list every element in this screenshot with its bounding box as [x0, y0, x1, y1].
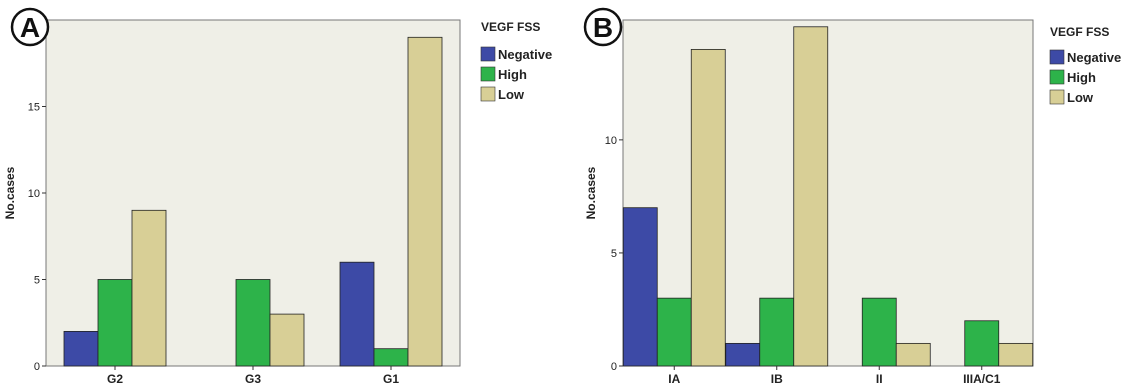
legend-label-low: Low — [1067, 90, 1094, 105]
x-tick-label: II — [876, 372, 883, 386]
y-tick-label: 15 — [28, 102, 40, 114]
x-tick-label: G3 — [245, 372, 261, 386]
legend-items: Negative High Low — [480, 46, 552, 102]
y-tick-label: 0 — [611, 361, 617, 373]
x-axis-ticks: IA IB II IIIA/C1 — [668, 366, 1001, 386]
legend-swatch-low — [480, 86, 496, 102]
x-tick-label: IIIA/C1 — [963, 372, 1001, 386]
legend-title: VEGF FSS — [481, 20, 540, 34]
chart-panel-a: 0 5 10 15 G2 G3 G1 No.cases A VEGF FSS Negati… — [3, 7, 552, 386]
bar-low-g2 — [131, 209, 167, 367]
x-tick-label: IB — [771, 372, 783, 386]
legend-label-negative: Negative — [498, 47, 552, 62]
y-tick-label: 5 — [611, 248, 617, 260]
bar-high-g1 — [373, 348, 409, 367]
y-axis-ticks: 0 5 10 15 — [28, 102, 46, 373]
legend-label-low: Low — [498, 87, 525, 102]
legend: VEGF FSS Negative High Low — [480, 20, 552, 102]
panel-label-circle — [583, 7, 623, 47]
bar-high-iiia-c1 — [964, 320, 1000, 367]
y-axis-label: No.cases — [584, 166, 598, 219]
legend-label-high: High — [1067, 70, 1096, 85]
bar-high-g3 — [235, 279, 271, 367]
legend: VEGF FSS Negative High Low — [1049, 25, 1121, 105]
chart-panel-b: 0 5 10 IA IB II IIIA/C1 No.cases B VEGF FSS N… — [583, 7, 1121, 386]
y-tick-label: 0 — [34, 361, 40, 373]
bar-negative-ia — [622, 207, 658, 367]
legend-label-negative: Negative — [1067, 50, 1121, 65]
bars — [622, 26, 1034, 367]
panel-label: B — [593, 12, 613, 43]
bar-low-ia — [690, 48, 726, 367]
x-axis-ticks: G2 G3 G1 — [107, 366, 399, 386]
bar-low-iiia-c1 — [998, 342, 1034, 367]
panel-label: A — [20, 12, 40, 43]
legend-label-high: High — [498, 67, 527, 82]
legend-items: Negative High Low — [1049, 49, 1121, 105]
bar-negative-g2 — [63, 330, 99, 367]
bar-low-g1 — [407, 36, 443, 367]
bar-negative-g1 — [339, 261, 375, 367]
bar-high-ia — [656, 297, 692, 367]
bar-low-ib — [793, 26, 829, 367]
legend-swatch-negative — [480, 46, 496, 62]
x-tick-label: IA — [668, 372, 680, 386]
bar-low-g3 — [269, 313, 305, 367]
legend-swatch-low — [1049, 89, 1065, 105]
y-tick-label: 10 — [605, 135, 617, 147]
bar-negative-ib — [725, 342, 761, 367]
y-tick-label: 10 — [28, 188, 40, 200]
bar-high-ib — [759, 297, 795, 367]
panel-label-circle — [10, 7, 50, 47]
x-tick-label: G1 — [383, 372, 399, 386]
legend-title: VEGF FSS — [1050, 25, 1109, 39]
legend-swatch-negative — [1049, 49, 1065, 65]
bars — [63, 36, 443, 367]
bar-high-ii — [861, 297, 897, 367]
y-tick-label: 5 — [34, 275, 40, 287]
legend-swatch-high — [1049, 69, 1065, 85]
x-tick-label: G2 — [107, 372, 123, 386]
legend-swatch-high — [480, 66, 496, 82]
y-axis-ticks: 0 5 10 — [605, 135, 623, 373]
y-axis-label: No.cases — [3, 166, 17, 219]
bar-high-g2 — [97, 279, 133, 367]
bar-low-ii — [895, 342, 931, 367]
